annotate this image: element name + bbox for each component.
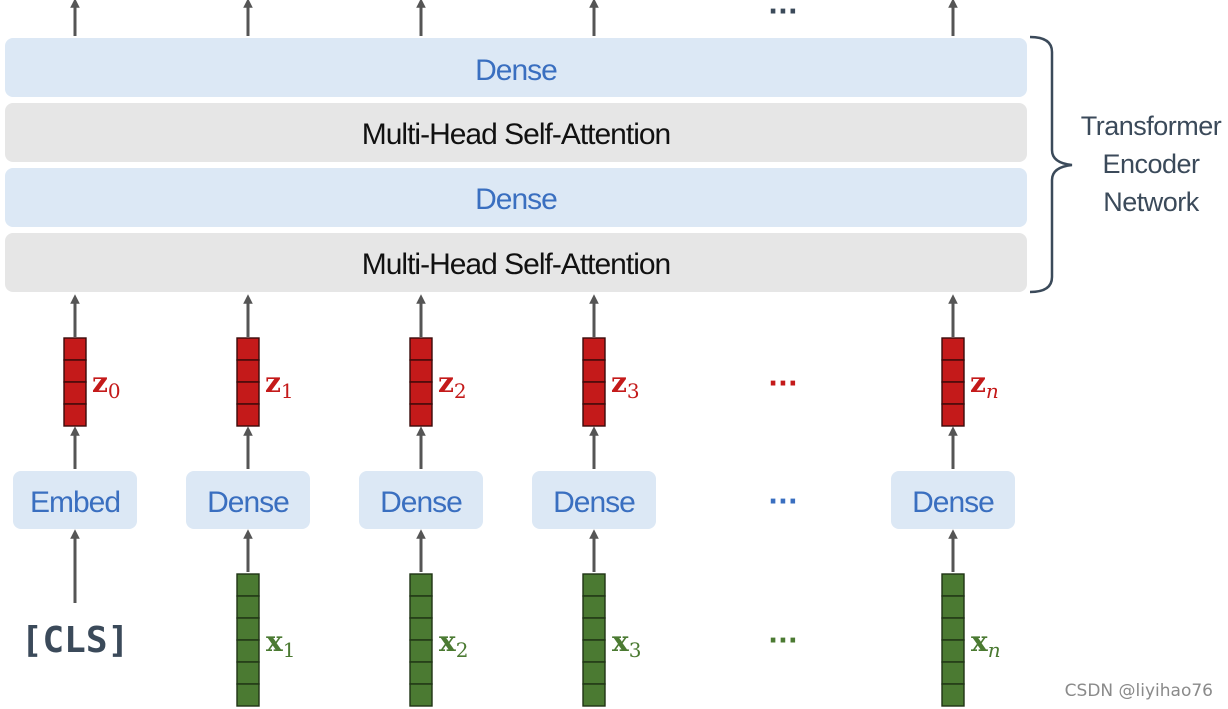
x-vector-cell — [941, 573, 965, 597]
x-label: xn — [971, 625, 1001, 662]
x-vector-cell — [409, 573, 433, 597]
z-vector — [63, 337, 87, 427]
z-label: z2 — [438, 366, 467, 403]
x-vector-cell — [582, 639, 606, 663]
x-label: x1 — [266, 625, 295, 662]
z-vector-cell — [63, 403, 87, 427]
x-vector-cell — [941, 639, 965, 663]
encoder-layer-label: Multi-Head Self-Attention — [362, 118, 671, 151]
dense-box: Dense — [891, 471, 1015, 529]
z-vector-cell — [941, 337, 965, 361]
z-vector-cell — [236, 359, 260, 383]
z-row-ellipsis: ··· — [768, 369, 798, 399]
x-vector-cell — [582, 683, 606, 707]
brace-label-line-3: Network — [1103, 187, 1200, 217]
cls-token: [CLS] — [21, 620, 129, 661]
x-vector-cell — [236, 683, 260, 707]
output-arrows — [70, 0, 958, 36]
z-vector-cell — [63, 359, 87, 383]
dense-box: Dense — [532, 471, 656, 529]
x-vector-cell — [409, 617, 433, 641]
x-vector-cell — [409, 661, 433, 685]
z-label: z0 — [92, 366, 121, 403]
x-vector-cell — [941, 595, 965, 619]
z-vector-cell — [941, 381, 965, 405]
z-vector — [236, 337, 260, 427]
box-label: Dense — [912, 486, 994, 519]
brace-label-line-1: Transformer — [1081, 111, 1222, 141]
x-vector-cell — [582, 595, 606, 619]
z-label: z1 — [265, 366, 294, 403]
dense-box: Dense — [359, 471, 483, 529]
z-vector-cell — [409, 403, 433, 427]
z-vector-cell — [941, 359, 965, 383]
z-vector-cell — [582, 359, 606, 383]
box-label: Dense — [553, 486, 635, 519]
x-vector-cell — [409, 683, 433, 707]
x-vector — [236, 573, 260, 707]
encoder-layer-label: Dense — [475, 54, 557, 87]
x-vector-cell — [236, 595, 260, 619]
z-vector-cell — [236, 381, 260, 405]
brace-label-line-2: Encoder — [1102, 149, 1200, 179]
embed-box: Embed — [13, 471, 137, 529]
x-vector-cell — [582, 661, 606, 685]
z-vector-cell — [941, 403, 965, 427]
x-vector-cell — [941, 683, 965, 707]
encoder-layer-label: Dense — [475, 183, 557, 216]
x-label: x2 — [439, 625, 468, 662]
encoder-layer-dense-bottom: Dense — [5, 168, 1027, 227]
token-column: z3 Dense x3 — [532, 294, 656, 707]
encoder-layer-attention-top: Multi-Head Self-Attention — [5, 103, 1027, 162]
x-vector — [409, 573, 433, 707]
x-vector-cell — [409, 595, 433, 619]
z-vector-cell — [409, 359, 433, 383]
x-vector — [582, 573, 606, 707]
token-column: z0 Embed [CLS] — [13, 294, 137, 661]
x-vector-cell — [236, 639, 260, 663]
z-vector-cell — [582, 337, 606, 361]
x-vector-cell — [941, 617, 965, 641]
encoder-brace — [1029, 35, 1073, 294]
box-label: Embed — [30, 486, 120, 519]
z-vector-cell — [63, 337, 87, 361]
encoder-layer-attention-bottom: Multi-Head Self-Attention — [5, 233, 1027, 292]
box-row-ellipsis: ··· — [768, 487, 798, 517]
z-vector — [941, 337, 965, 427]
watermark: CSDN @liyihao76 — [1065, 681, 1213, 701]
x-vector-cell — [236, 661, 260, 685]
top-ellipsis: ··· — [768, 0, 798, 27]
z-vector-cell — [409, 337, 433, 361]
token-columns: z0Embed[CLS]z1Densex1z2Densex2z3Densex3z… — [13, 294, 1015, 707]
x-row-ellipsis: ··· — [768, 626, 798, 656]
z-vector-cell — [236, 337, 260, 361]
box-label: Dense — [380, 486, 462, 519]
x-vector-cell — [582, 617, 606, 641]
token-column: z1 Dense x1 — [186, 294, 310, 707]
x-label: x3 — [612, 625, 641, 662]
x-vector-cell — [582, 573, 606, 597]
encoder-layer-dense-top: Dense — [5, 38, 1027, 97]
dense-box: Dense — [186, 471, 310, 529]
box-label: Dense — [207, 486, 289, 519]
z-vector-cell — [236, 403, 260, 427]
z-vector — [582, 337, 606, 427]
z-vector-cell — [582, 381, 606, 405]
z-vector — [409, 337, 433, 427]
x-vector-cell — [236, 617, 260, 641]
x-vector-cell — [409, 639, 433, 663]
z-vector-cell — [582, 403, 606, 427]
z-vector-cell — [409, 381, 433, 405]
z-label: z3 — [611, 366, 640, 403]
token-column: zn Dense xn — [891, 294, 1015, 707]
x-vector-cell — [236, 573, 260, 597]
encoder-layer-label: Multi-Head Self-Attention — [362, 248, 671, 281]
z-vector-cell — [63, 381, 87, 405]
z-label: zn — [970, 366, 999, 403]
token-column: z2 Dense x2 — [359, 294, 483, 707]
x-vector — [941, 573, 965, 707]
x-vector-cell — [941, 661, 965, 685]
